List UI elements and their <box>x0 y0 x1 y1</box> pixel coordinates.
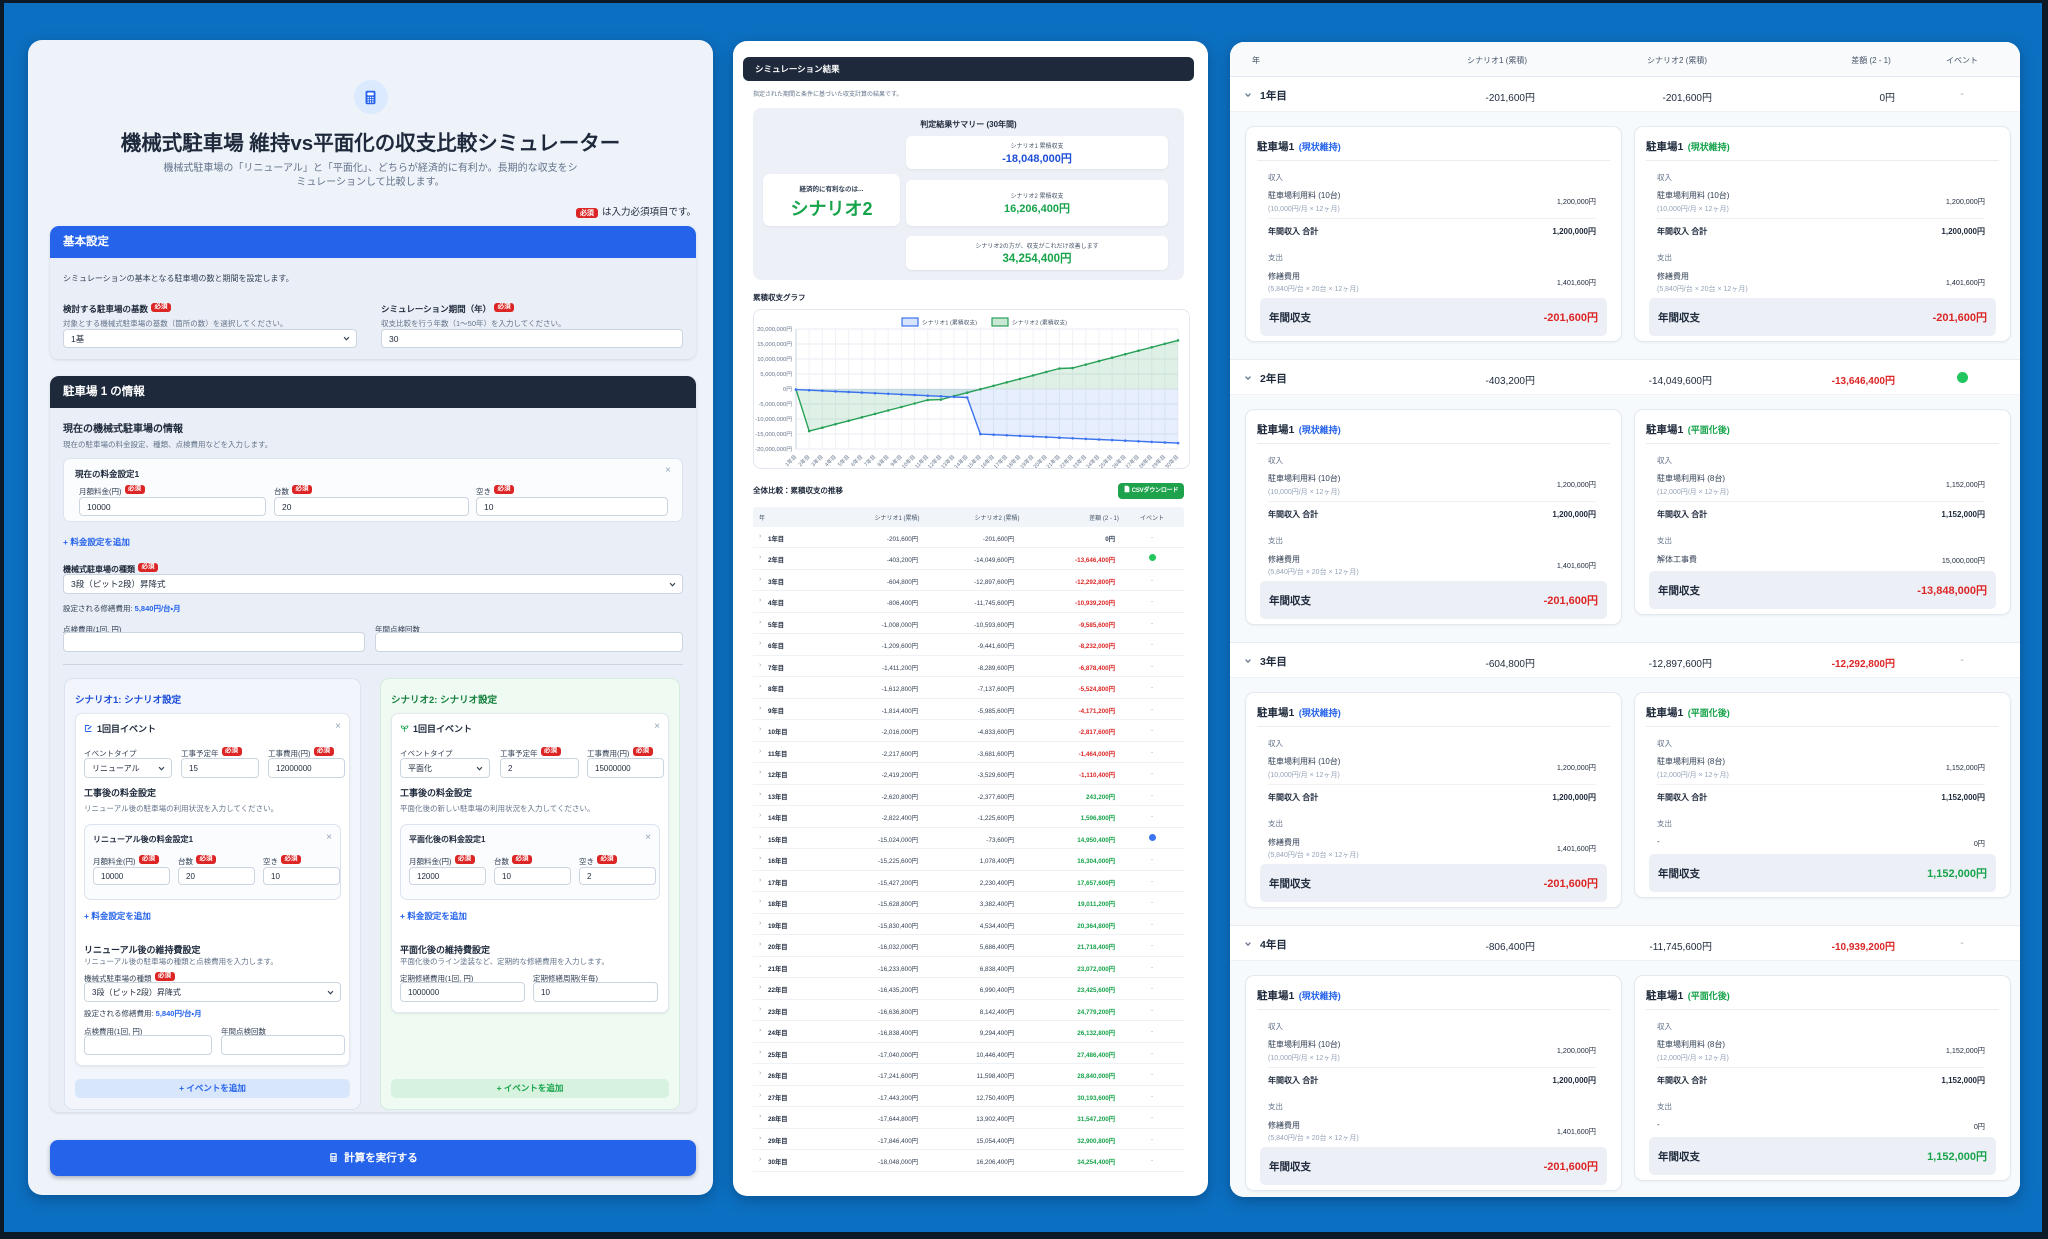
svg-text:30年目: 30年目 <box>1163 453 1181 468</box>
svg-text:-10,000,000円: -10,000,000円 <box>755 416 792 423</box>
svg-text:10,000,000円: 10,000,000円 <box>757 356 792 363</box>
svg-text:5年目: 5年目 <box>836 453 851 468</box>
svg-text:15,000,000円: 15,000,000円 <box>757 341 792 348</box>
svg-text:20,000,000円: 20,000,000円 <box>757 326 792 333</box>
svg-text:0円: 0円 <box>783 386 792 393</box>
svg-text:4年目: 4年目 <box>823 453 838 468</box>
svg-text:3年目: 3年目 <box>809 453 824 468</box>
svg-text:-20,000,000円: -20,000,000円 <box>755 446 792 453</box>
svg-text:シナリオ2 (累積収支): シナリオ2 (累積収支) <box>1012 319 1067 327</box>
svg-text:1年目: 1年目 <box>783 453 798 468</box>
svg-text:シナリオ1 (累積収支): シナリオ1 (累積収支) <box>922 319 977 327</box>
svg-text:5,000,000円: 5,000,000円 <box>760 371 792 378</box>
svg-text:7年目: 7年目 <box>862 453 877 468</box>
svg-text:-15,000,000円: -15,000,000円 <box>755 431 792 438</box>
svg-text:6年目: 6年目 <box>849 453 864 468</box>
svg-text:-5,000,000円: -5,000,000円 <box>758 401 792 408</box>
svg-text:8年目: 8年目 <box>875 453 890 468</box>
svg-text:2年目: 2年目 <box>796 453 811 468</box>
